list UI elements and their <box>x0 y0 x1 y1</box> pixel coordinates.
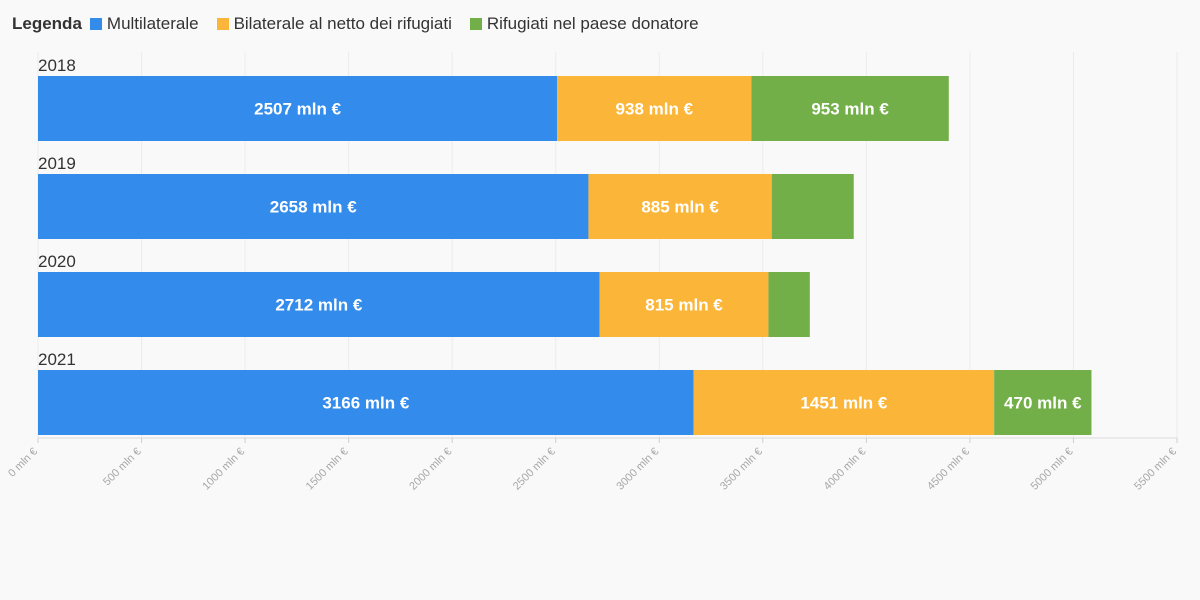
x-tick-label-4: 2000 mln € <box>407 446 454 493</box>
x-tick-label-8: 4000 mln € <box>822 446 869 493</box>
legend-item-bilaterale: Bilaterale al netto dei rifugiati <box>216 14 452 34</box>
legend-item-rifugiati: Rifugiati nel paese donatore <box>469 14 699 34</box>
legend-swatch-bilaterale <box>216 18 229 30</box>
data-label-2020-0: 2712 mln € <box>275 296 362 315</box>
x-tick-label-11: 5500 mln € <box>1132 446 1179 493</box>
bar-segment-2020-1 <box>599 272 769 337</box>
data-label-2019-0: 2658 mln € <box>270 198 357 217</box>
data-label-2018-1: 938 mln € <box>616 100 694 119</box>
bar-segment-2019-1 <box>588 174 772 239</box>
bar-segment-2019-2 <box>771 174 854 239</box>
legend-label-multilaterale: Multilaterale <box>106 14 199 33</box>
bar-segment-2021-0 <box>38 370 694 435</box>
bar-segment-2018-2 <box>751 76 949 141</box>
chart-legend: Legenda Multilaterale Bilaterale al nett… <box>12 12 717 36</box>
bar-segment-2018-0 <box>38 76 558 141</box>
x-tick-label-7: 3500 mln € <box>718 446 765 493</box>
category-label-2019: 2019 <box>38 154 76 173</box>
category-label-2021: 2021 <box>38 350 76 369</box>
x-tick-label-6: 3000 mln € <box>614 446 661 493</box>
bar-segment-2021-2 <box>994 370 1092 435</box>
bar-segment-2020-2 <box>768 272 810 337</box>
data-label-2019-1: 885 mln € <box>641 198 719 217</box>
data-label-2018-0: 2507 mln € <box>254 100 341 119</box>
bar-segment-2019-0 <box>38 174 589 239</box>
x-tick-label-2: 1000 mln € <box>200 446 247 493</box>
legend-label-bilaterale: Bilaterale al netto dei rifugiati <box>233 14 452 33</box>
x-tick-label-3: 1500 mln € <box>304 446 351 493</box>
x-tick-label-0: 0 mln € <box>6 446 40 480</box>
legend-item-multilaterale: Multilaterale <box>89 14 199 34</box>
legend-swatch-rifugiati <box>469 18 482 30</box>
legend-title: Legenda <box>12 14 82 33</box>
category-label-2020: 2020 <box>38 252 76 271</box>
x-tick-label-10: 5000 mln € <box>1029 446 1076 493</box>
x-tick-label-1: 500 mln € <box>101 446 144 489</box>
data-label-2020-1: 815 mln € <box>645 296 723 315</box>
legend-swatch-multilaterale <box>89 18 102 30</box>
data-label-2018-2: 953 mln € <box>811 100 889 119</box>
x-tick-label-9: 4500 mln € <box>925 446 972 493</box>
data-label-2021-1: 1451 mln € <box>800 394 887 413</box>
data-label-2021-2: 470 mln € <box>1004 394 1082 413</box>
bar-segment-2021-1 <box>693 370 995 435</box>
bar-segment-2020-0 <box>38 272 600 337</box>
x-tick-label-5: 2500 mln € <box>511 446 558 493</box>
category-label-2018: 2018 <box>38 56 76 75</box>
bar-segment-2018-1 <box>557 76 752 141</box>
data-label-2021-0: 3166 mln € <box>322 394 409 413</box>
legend-label-rifugiati: Rifugiati nel paese donatore <box>486 14 699 33</box>
